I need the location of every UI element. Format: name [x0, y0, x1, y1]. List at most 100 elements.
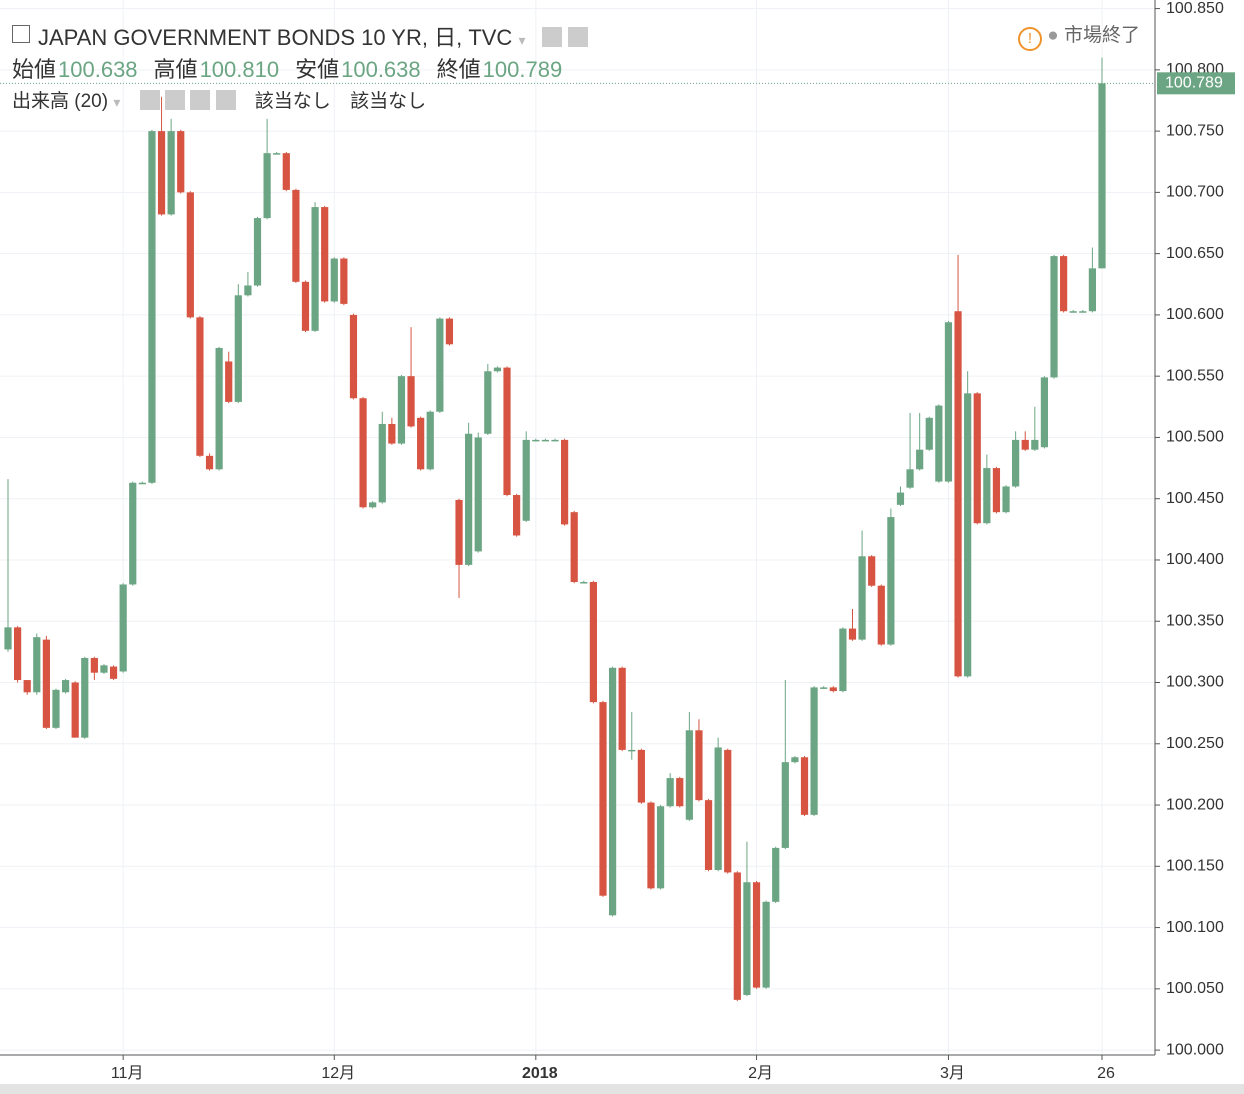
candle-body	[570, 512, 578, 583]
candle-body	[1002, 486, 1010, 513]
candle-body	[532, 439, 540, 442]
candle-body	[848, 628, 857, 640]
candle-body	[906, 469, 914, 488]
x-tick-label: 26	[1097, 1065, 1115, 1082]
eye-icon[interactable]	[541, 27, 562, 47]
indicator-value: 該当なし	[254, 91, 331, 112]
candle-body	[1069, 311, 1077, 313]
y-tick-label: 100.550	[1166, 367, 1224, 384]
candle-body	[359, 398, 367, 508]
bottom-bar	[0, 1084, 1244, 1094]
candle-body	[551, 439, 559, 442]
candle-body	[81, 657, 89, 738]
ohlc-label: 始値	[12, 57, 57, 82]
candle-body	[13, 627, 22, 681]
candle-body	[704, 800, 713, 870]
candle-body	[455, 499, 463, 565]
candle-body	[148, 131, 156, 483]
candle-body	[417, 417, 425, 470]
candle-body	[436, 318, 444, 412]
candle-body	[676, 778, 684, 807]
candle-body	[474, 437, 482, 552]
candle-body	[541, 439, 550, 442]
candle-body	[311, 207, 319, 331]
candle-body	[916, 449, 924, 470]
candle-body	[282, 153, 290, 190]
last-price-tag	[1157, 72, 1235, 95]
indicator-name: 出来高 (20)	[12, 91, 109, 112]
y-tick-label: 100.150	[1166, 858, 1224, 875]
status-text: 市場終了	[1064, 25, 1141, 46]
settings-icon[interactable]	[567, 27, 588, 47]
candle-body	[484, 371, 492, 434]
candle-body	[445, 318, 454, 345]
y-tick-label: 100.400	[1166, 551, 1224, 568]
candle-body	[647, 802, 655, 889]
ohlc-label: 終値	[436, 57, 481, 82]
candle-body	[340, 258, 348, 304]
dropdown-icon[interactable]: ▾	[518, 32, 526, 48]
add-icon[interactable]	[190, 90, 211, 110]
candle-body	[964, 393, 972, 677]
candle-body	[656, 806, 665, 889]
candle-body	[1031, 439, 1039, 450]
candle-body	[23, 680, 31, 693]
candle-body	[666, 778, 674, 807]
y-tick-label: 100.100	[1166, 919, 1224, 936]
candle-body	[599, 702, 607, 896]
candle-body	[589, 582, 597, 703]
candle-body	[186, 192, 194, 318]
candle-body	[887, 517, 895, 645]
x-tick-label: 11月	[111, 1065, 144, 1082]
candle-body	[618, 667, 626, 750]
candle-body	[896, 492, 905, 505]
candle-body	[925, 417, 933, 450]
candle-body	[944, 322, 953, 482]
candle-body	[1060, 256, 1068, 312]
candle-body	[225, 361, 233, 402]
y-tick-label: 100.250	[1166, 735, 1224, 752]
dropdown-icon[interactable]: ▾	[113, 94, 121, 110]
y-tick-label: 100.300	[1166, 674, 1224, 691]
candle-body	[100, 665, 108, 673]
candle-body	[560, 439, 569, 525]
market-status: ! ● 市場終了	[1018, 20, 1140, 51]
ohlc-value: 100.638	[58, 57, 138, 82]
close-icon[interactable]	[215, 90, 236, 110]
candle-body	[369, 502, 377, 508]
candle-body	[177, 131, 185, 193]
candle-body	[378, 423, 386, 503]
candle-body	[608, 667, 617, 916]
eye-icon[interactable]	[139, 90, 160, 110]
candle-body	[273, 153, 281, 155]
candle-body	[234, 295, 242, 402]
y-tick-label: 100.850	[1166, 0, 1224, 17]
candle-body	[772, 847, 780, 902]
candle-body	[829, 687, 837, 692]
y-tick-label: 100.750	[1166, 122, 1224, 139]
candle-body	[503, 367, 511, 496]
candle-body	[61, 680, 70, 693]
candle-body	[52, 689, 60, 728]
candle-body	[119, 584, 127, 672]
candle-body	[321, 207, 329, 302]
x-tick-label: 3月	[940, 1065, 965, 1082]
y-tick-label: 100.600	[1166, 306, 1224, 323]
settings-icon[interactable]	[164, 90, 185, 110]
candle-body	[714, 747, 722, 870]
warning-icon[interactable]: !	[1018, 27, 1042, 51]
candle-body	[301, 281, 310, 331]
candle-body	[743, 882, 751, 995]
y-tick-label: 100.000	[1166, 1041, 1224, 1058]
candle-body	[868, 556, 876, 586]
candle-body	[263, 153, 271, 219]
collapse-icon[interactable]	[12, 25, 30, 43]
candle-body	[839, 628, 847, 692]
candle-body	[580, 582, 588, 584]
candle-body	[129, 482, 137, 585]
candle-body	[1040, 377, 1049, 448]
candle-body	[109, 666, 118, 679]
x-tick-label: 12月	[321, 1065, 355, 1082]
